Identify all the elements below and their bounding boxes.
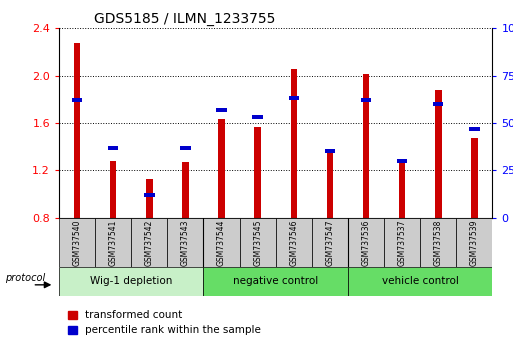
Bar	[59, 267, 204, 296]
Text: GSM737545: GSM737545	[253, 219, 262, 266]
Bar	[363, 74, 369, 218]
Bar	[144, 193, 154, 197]
Bar	[95, 218, 131, 267]
Bar	[471, 138, 478, 218]
Text: GSM737546: GSM737546	[289, 219, 298, 266]
Bar	[167, 218, 204, 267]
Bar	[74, 42, 81, 218]
Bar	[216, 108, 227, 112]
Text: GSM737538: GSM737538	[434, 219, 443, 266]
Text: protocol: protocol	[5, 273, 45, 283]
Bar	[204, 218, 240, 267]
Bar	[312, 218, 348, 267]
Bar	[275, 218, 312, 267]
Bar	[146, 179, 152, 218]
Text: GSM737542: GSM737542	[145, 219, 154, 266]
Bar	[327, 152, 333, 218]
Bar	[348, 218, 384, 267]
Bar	[361, 98, 371, 102]
Bar	[254, 127, 261, 218]
Text: GSM737547: GSM737547	[325, 219, 334, 266]
Bar	[110, 161, 116, 218]
Text: GSM737541: GSM737541	[109, 219, 117, 266]
Text: GSM737536: GSM737536	[362, 219, 370, 266]
Bar	[397, 159, 407, 163]
Text: vehicle control: vehicle control	[382, 276, 459, 286]
Bar	[420, 218, 457, 267]
Bar	[108, 145, 119, 150]
Bar	[180, 145, 191, 150]
Bar	[240, 218, 275, 267]
Legend: transformed count, percentile rank within the sample: transformed count, percentile rank withi…	[64, 306, 265, 339]
Bar	[435, 90, 442, 218]
Text: GSM737540: GSM737540	[72, 219, 82, 266]
Text: GSM737539: GSM737539	[470, 219, 479, 266]
Bar	[290, 69, 297, 218]
Bar	[72, 98, 82, 102]
Text: Wig-1 depletion: Wig-1 depletion	[90, 276, 172, 286]
Bar	[252, 115, 263, 119]
Bar	[469, 127, 480, 131]
Bar	[348, 267, 492, 296]
Text: GDS5185 / ILMN_1233755: GDS5185 / ILMN_1233755	[94, 12, 275, 26]
Bar	[131, 218, 167, 267]
Bar	[182, 162, 189, 218]
Text: negative control: negative control	[233, 276, 319, 286]
Text: GSM737537: GSM737537	[398, 219, 407, 266]
Bar	[433, 102, 444, 106]
Bar	[59, 218, 95, 267]
Bar	[204, 267, 348, 296]
Text: GSM737543: GSM737543	[181, 219, 190, 266]
Bar	[289, 96, 299, 101]
Bar	[457, 218, 492, 267]
Bar	[399, 159, 405, 218]
Text: GSM737544: GSM737544	[217, 219, 226, 266]
Bar	[325, 149, 335, 154]
Bar	[384, 218, 420, 267]
Bar	[219, 119, 225, 218]
